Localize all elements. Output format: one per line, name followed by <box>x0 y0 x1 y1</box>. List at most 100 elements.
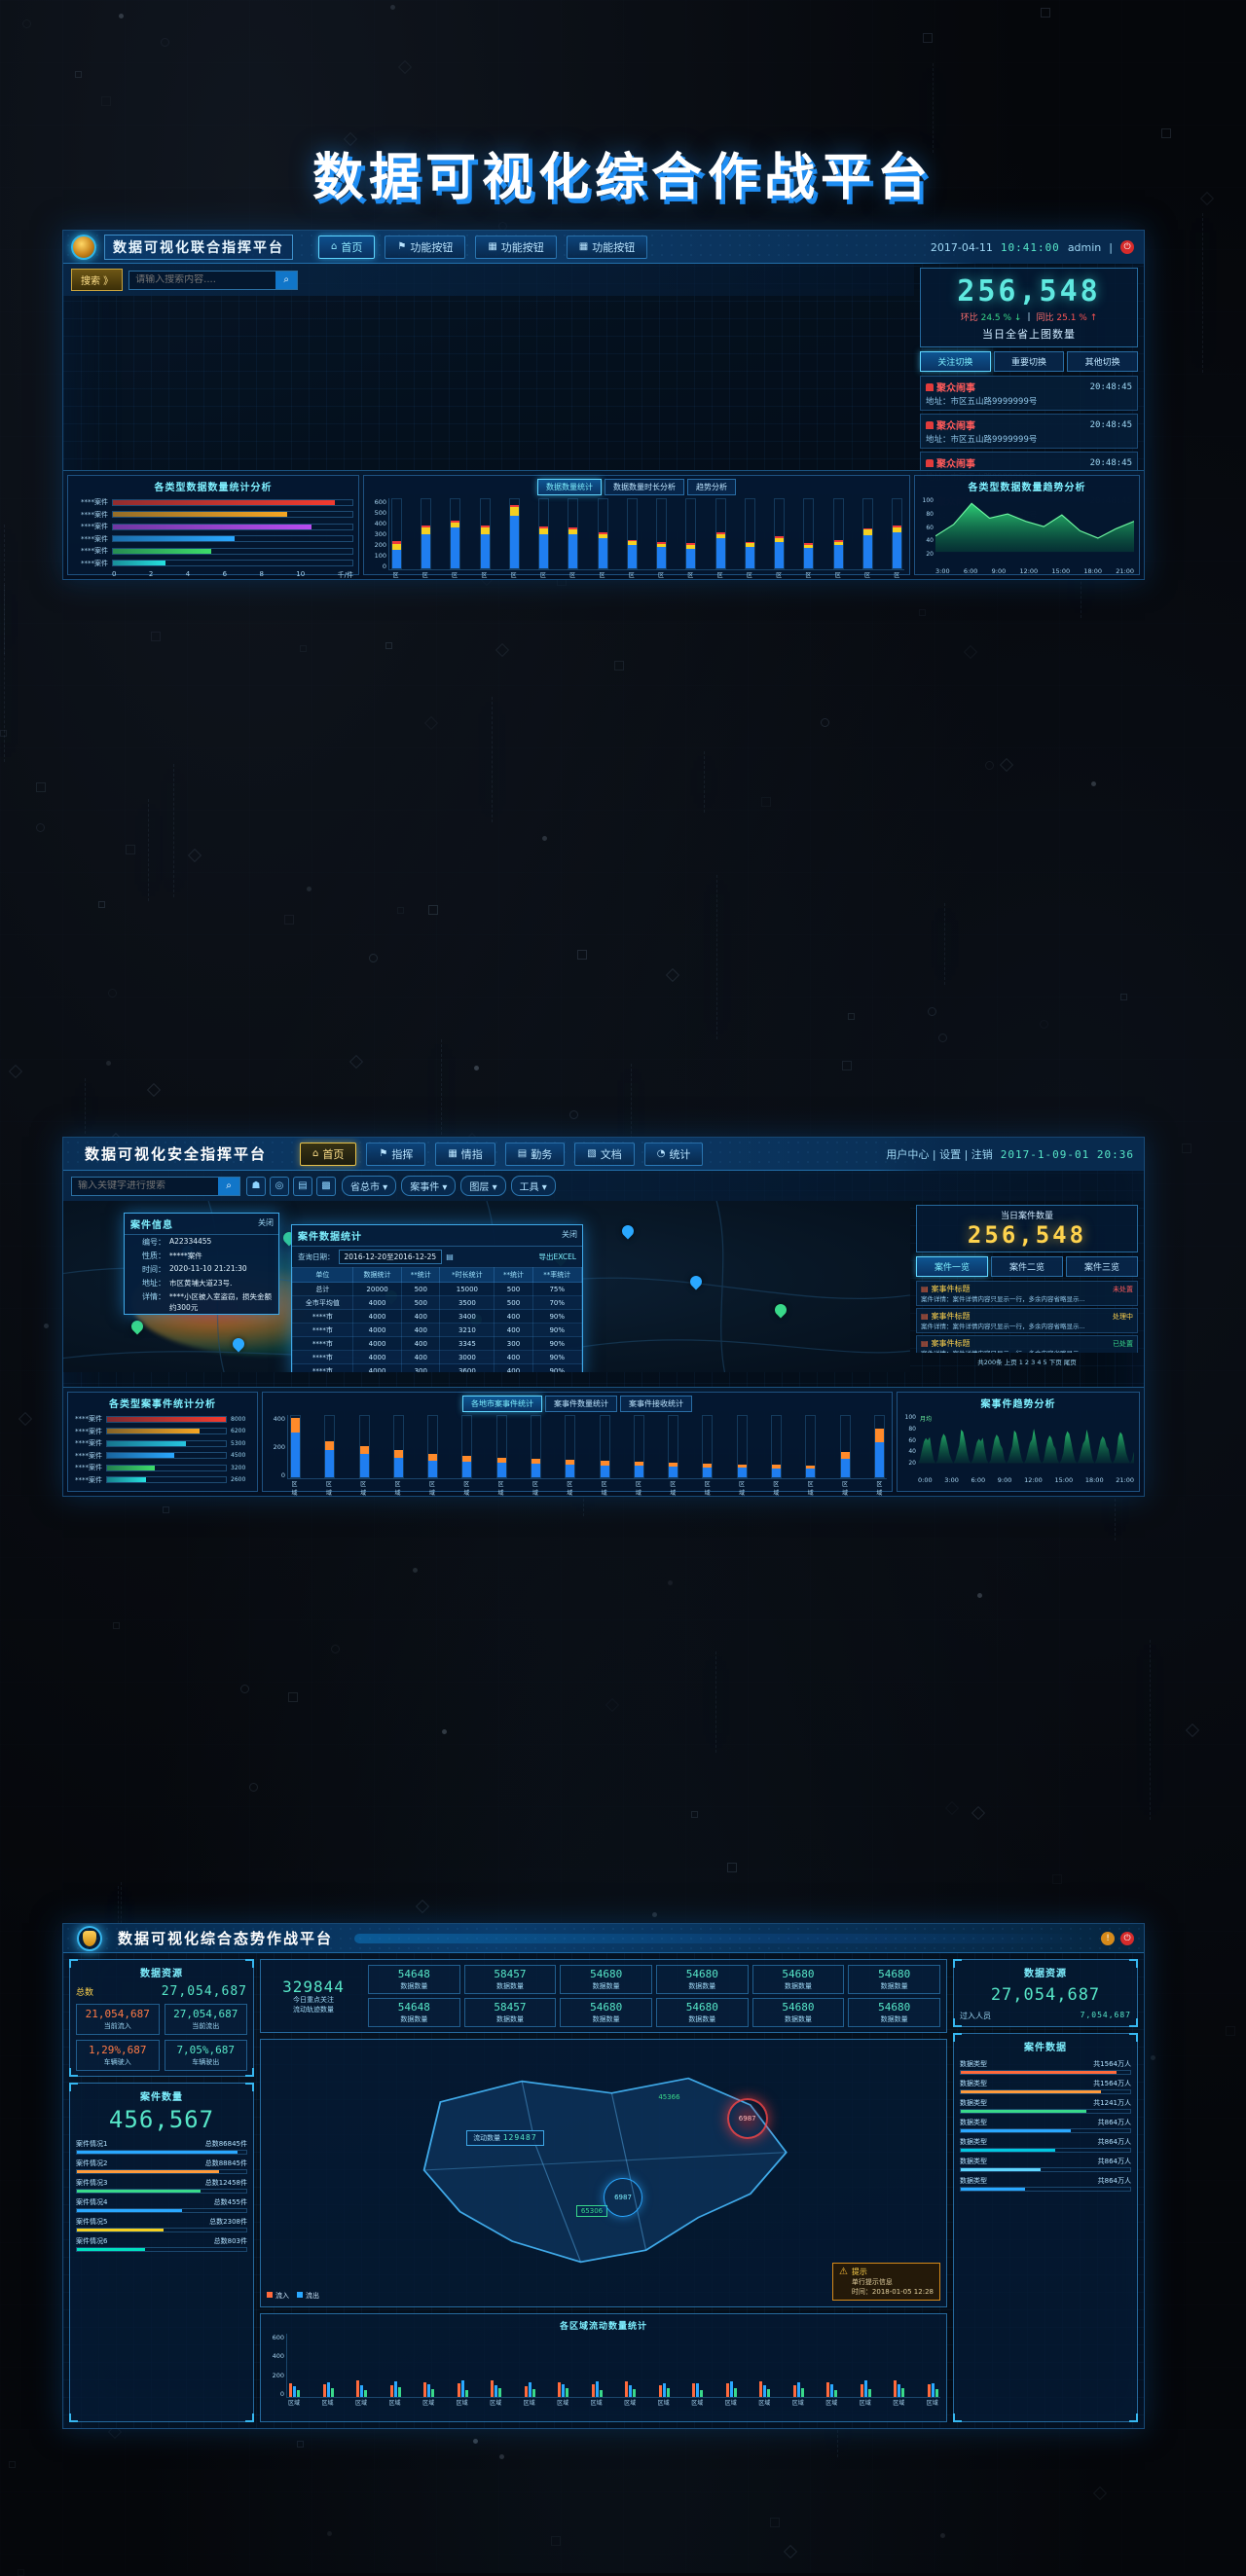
nav-item-3[interactable]: ▦ 情指 <box>435 1142 495 1166</box>
search-input[interactable] <box>129 274 276 285</box>
case-tab-1[interactable]: 案件一览 <box>916 1256 988 1277</box>
chart-tab-3[interactable]: 趋势分析 <box>687 479 736 495</box>
bar-segment-未处置 <box>892 526 901 528</box>
case-tab-3[interactable]: 案件三览 <box>1066 1256 1138 1277</box>
tile-label: 数据数量 <box>880 2015 908 2023</box>
search-box[interactable]: ⌕ <box>71 1176 240 1196</box>
table-row[interactable]: ****市 4000 400 3400 400 90% <box>292 1309 582 1324</box>
alert-item[interactable]: 聚众闹事 20:48:45 地址：市区五山路9999999号 <box>920 414 1138 449</box>
table-row[interactable]: ****市 4000 300 3600 400 90% <box>292 1363 582 1372</box>
bar-segment-已处置 <box>669 1466 678 1477</box>
nav-item-4[interactable]: ▤ 勤务 <box>504 1142 566 1166</box>
decoration-line <box>121 1882 123 1962</box>
export-excel-button[interactable]: 导出EXCEL <box>538 1252 577 1261</box>
progress-value: 总数2308件 <box>209 2218 247 2226</box>
search-icon[interactable]: ⌕ <box>275 271 298 289</box>
bar-row: ****案件 <box>73 559 353 568</box>
case-list-item[interactable]: ▤ 案事件标题 处理中 案件详情：案件详情内容只显示一行，多余内容省略显示... <box>916 1308 1138 1334</box>
case-tab-2[interactable]: 案件二览 <box>991 1256 1063 1277</box>
card-title: 案件数据 <box>1024 2043 1067 2053</box>
notification-icon[interactable]: ! <box>1101 1931 1115 1945</box>
x-label: 区域 <box>624 2400 637 2407</box>
map-bubble[interactable]: 流动数量 129487 <box>466 2130 544 2147</box>
metric-tile: 54648 数据数量 <box>368 1965 460 1994</box>
bar-segment-处置中 <box>600 1461 609 1466</box>
search-box[interactable]: ⌕ <box>128 270 299 290</box>
nav-item-5[interactable]: ▧ 文档 <box>574 1142 635 1166</box>
y-tick: 0 <box>382 562 386 570</box>
warning-icon: ⚠ <box>838 2267 848 2277</box>
table-cell: 90% <box>531 1309 582 1324</box>
close-icon[interactable]: 关闭 <box>258 1218 274 1227</box>
alert-item[interactable]: 聚众闹事 20:48:45 地址：市区五山路9999999号 <box>920 376 1138 411</box>
date-range-input[interactable]: 2016-12-20至2016-12-25 <box>338 1250 443 1264</box>
kpi-year-label: 同比 <box>1036 313 1054 323</box>
tile-label: 数据数量 <box>495 1982 524 1990</box>
nav-item-1[interactable]: ⌂ 首页 <box>300 1142 357 1166</box>
nav-item-1[interactable]: ⌂ 首页 <box>318 235 376 259</box>
kpi-year-dir: ↑ <box>1089 313 1098 323</box>
dropdown-4[interactable]: 工具 ▾ <box>510 1176 556 1196</box>
nav-item-2[interactable]: ⚑ 指挥 <box>366 1142 426 1166</box>
alert-tab-3[interactable]: 其他切换 <box>1067 351 1139 372</box>
table-cell: 3210 <box>439 1323 495 1337</box>
user-center-links[interactable]: 用户中心 | 设置 | 注销 <box>886 1148 993 1161</box>
table-row[interactable]: ****市 4000 400 3210 400 90% <box>292 1323 582 1337</box>
decoration-shape <box>1160 128 1171 139</box>
table-row[interactable]: 总计 20000 500 15000 500 75% <box>292 1282 582 1296</box>
case-list-item[interactable]: ▤ 案事件标题 未处置 案件详情：案件详情内容只显示一行，多余内容省略显示... <box>916 1281 1138 1307</box>
chart-tab-2[interactable]: 案事件数量统计 <box>545 1396 617 1412</box>
location-icon[interactable]: ◎ <box>270 1176 289 1196</box>
nav-item-6[interactable]: ◔ 统计 <box>643 1142 704 1166</box>
popup-rows: 编号： A22334455 性质： *****案件 时间： 2020-11-10 21:2… <box>125 1235 278 1314</box>
bar-流入 <box>356 2380 360 2397</box>
bar-流入 <box>423 2381 427 2397</box>
power-icon[interactable]: ⏻ <box>1120 1931 1134 1945</box>
chart-tab-1[interactable]: 数据数量统计 <box>537 479 602 495</box>
nav-label: 功能按钮 <box>592 240 636 254</box>
bar-group <box>591 2334 603 2397</box>
nav-item-3[interactable]: ▦ 功能按钮 <box>475 235 557 259</box>
case-list-item[interactable]: ▤案事件标题 已处置案件详情：案件详情内容只显示一行，多余内容省略显示... <box>916 1335 1138 1353</box>
close-icon[interactable]: 关闭 <box>562 1230 577 1239</box>
alert-tab-2[interactable]: 重要切换 <box>993 351 1065 372</box>
chart-tab-1[interactable]: 各地市案事件统计 <box>462 1396 542 1412</box>
bar-column <box>891 498 902 569</box>
dropdown-3[interactable]: 图层 ▾ <box>460 1176 506 1196</box>
calendar-icon[interactable]: ▤ <box>446 1252 454 1261</box>
search-icon[interactable]: ⌕ <box>218 1177 239 1195</box>
chart-tab-2[interactable]: 数据数量时长分析 <box>605 479 684 495</box>
layers-icon[interactable]: ▩ <box>316 1176 336 1196</box>
map-bubble[interactable]: 65306 <box>575 2204 608 2217</box>
situational-map[interactable]: 流动数量 129487 65306 45366 6987 6987 流入 流出 ⚠… <box>260 2039 947 2307</box>
map-ring-indicator[interactable]: 6987 <box>604 2178 642 2218</box>
nav-item-4[interactable]: ▦ 功能按钮 <box>566 235 648 259</box>
list-pager[interactable]: 共200条 上页 1 2 3 4 5 下页 尾页 <box>977 1359 1077 1366</box>
table-row[interactable]: ****市 4000 400 3000 400 90% <box>292 1350 582 1364</box>
table-row[interactable]: ****市 4000 400 3345 300 90% <box>292 1336 582 1351</box>
power-icon[interactable]: ⏻ <box>1120 240 1134 254</box>
x-label: 区域 <box>481 572 488 579</box>
alert-address: 地址：市区五山路9999999号 <box>926 397 1038 407</box>
search-input[interactable] <box>72 1180 218 1191</box>
dropdown-1[interactable]: 省总市 ▾ <box>342 1176 397 1196</box>
people-icon[interactable]: ☗ <box>246 1176 266 1196</box>
table-row[interactable]: 全市平均值 4000 500 3500 500 70% <box>292 1295 582 1310</box>
bar-track <box>112 547 353 555</box>
bar-segment-未处置 <box>833 540 843 542</box>
table-cell: 总计 <box>292 1282 353 1296</box>
bar-column <box>427 1415 439 1478</box>
chart-tab-3[interactable]: 案事件接收统计 <box>620 1396 692 1412</box>
decoration-shape <box>163 1506 170 1513</box>
dropdown-2[interactable]: 案事件 ▾ <box>401 1176 457 1196</box>
search-button[interactable]: 搜索 》 <box>71 269 124 291</box>
map-alert-ring[interactable]: 6987 <box>726 2098 768 2140</box>
bar-其他 <box>633 2388 637 2397</box>
bar-segment-处置中 <box>627 541 637 546</box>
nav-item-2[interactable]: ⚑ 功能按钮 <box>385 235 466 259</box>
alert-tab-1[interactable]: 关注切换 <box>920 351 991 372</box>
dash2-map[interactable]: 案件信息 关闭 编号： A22334455 性质： *****案件 时间： 2020-11… <box>63 1201 910 1372</box>
clipboard-icon[interactable]: ▤ <box>293 1176 312 1196</box>
trend-svg <box>918 1429 1134 1464</box>
kpi-value: 256,548 <box>957 274 1101 308</box>
